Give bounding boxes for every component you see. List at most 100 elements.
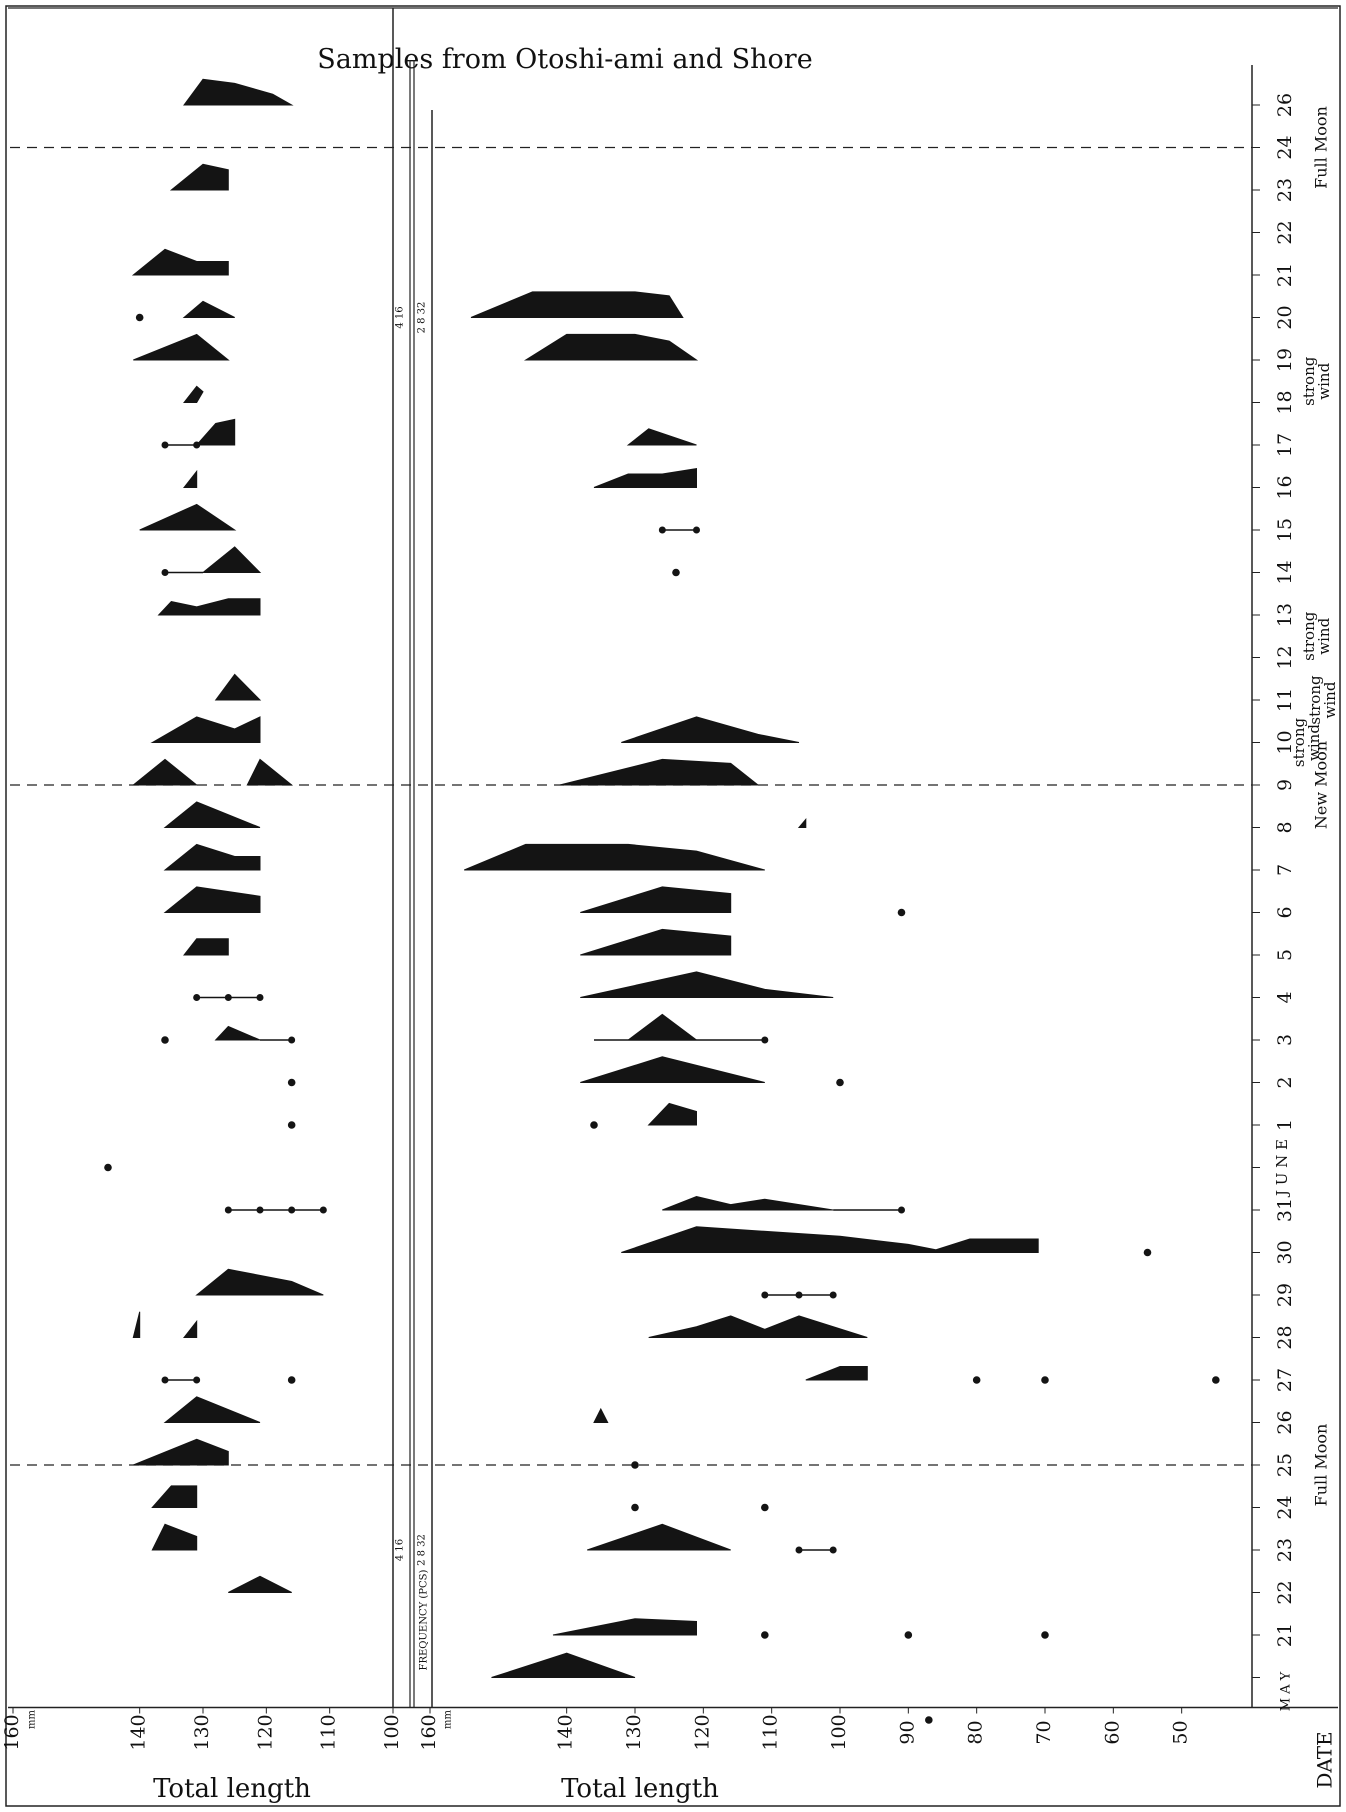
date-label: 21 xyxy=(1274,263,1296,287)
frequency-scale-ticks: 4 16 xyxy=(395,1539,406,1561)
single-specimen-dot xyxy=(590,1121,598,1129)
frequency-scale-ticks: 2 8 32 xyxy=(417,302,428,334)
date-label: 9 xyxy=(1274,779,1296,791)
x-tick-label: 60 xyxy=(1101,1720,1123,1744)
date-axis-label: DATE xyxy=(1313,1731,1337,1788)
month-label-may: M A Y xyxy=(1279,1671,1294,1711)
range-endpoint xyxy=(761,1292,768,1299)
date-label: 21 xyxy=(1274,1623,1296,1647)
date-label: 28 xyxy=(1274,1325,1296,1349)
range-endpoint xyxy=(796,1292,803,1299)
x-tick-label: 110 xyxy=(318,1714,340,1750)
weather-note-line2: wind xyxy=(1315,362,1333,399)
frequency-scale-label: FREQUENCY (PCS) xyxy=(419,1569,430,1670)
date-label: 19 xyxy=(1274,348,1296,372)
weather-note-line2: wind xyxy=(1321,681,1339,718)
date-label: 23 xyxy=(1274,178,1296,202)
frequency-scale-ticks: 2 8 32 xyxy=(417,1534,428,1566)
range-endpoint xyxy=(162,442,169,449)
single-specimen-dot xyxy=(925,1716,933,1724)
range-endpoint xyxy=(257,994,264,1001)
range-endpoint xyxy=(193,442,200,449)
lunar-event-label: Full Moon xyxy=(1312,1424,1331,1507)
date-label: 11 xyxy=(1274,688,1296,712)
single-specimen-dot xyxy=(631,1461,639,1469)
x-tick-label: 140 xyxy=(128,1714,150,1750)
range-endpoint xyxy=(693,527,700,534)
date-label: 8 xyxy=(1274,821,1296,833)
x-tick-label: 100 xyxy=(381,1714,403,1750)
range-endpoint xyxy=(761,1037,768,1044)
range-endpoint xyxy=(830,1547,837,1554)
range-endpoint xyxy=(830,1292,837,1299)
date-label: 3 xyxy=(1274,1034,1296,1046)
date-label: 16 xyxy=(1274,475,1296,499)
weather-note-line2: wind xyxy=(1315,617,1333,654)
x-tick-label: 160 xyxy=(1,1714,23,1750)
single-specimen-dot xyxy=(161,1036,169,1044)
range-endpoint xyxy=(898,1207,905,1214)
single-specimen-dot xyxy=(761,1631,769,1639)
date-label: 14 xyxy=(1274,560,1296,584)
date-label: 20 xyxy=(1274,305,1296,329)
x-tick-label: 100 xyxy=(828,1714,850,1750)
date-label: 24 xyxy=(1274,1495,1296,1519)
weather-note-line2: wind xyxy=(1305,724,1323,761)
x-tick-label: 50 xyxy=(1170,1720,1192,1744)
date-label: 17 xyxy=(1274,433,1296,457)
x-axis-label: Total length xyxy=(153,1774,311,1804)
date-label: 4 xyxy=(1274,991,1296,1003)
lunar-event-label: Full Moon xyxy=(1312,106,1331,189)
date-label: 7 xyxy=(1274,864,1296,876)
range-endpoint xyxy=(225,1207,232,1214)
date-label: 22 xyxy=(1274,1580,1296,1604)
date-label: 12 xyxy=(1274,645,1296,669)
single-specimen-dot xyxy=(672,569,680,577)
date-label: 5 xyxy=(1274,949,1296,961)
range-endpoint xyxy=(162,1377,169,1384)
chart-title: Samples from Otoshi-ami and Shore xyxy=(317,44,812,75)
single-specimen-dot xyxy=(973,1376,981,1384)
x-tick-label: 140 xyxy=(555,1714,577,1750)
single-specimen-dot xyxy=(136,314,144,322)
date-label: 25 xyxy=(1274,1453,1296,1477)
x-tick-label: 130 xyxy=(191,1714,213,1750)
single-specimen-dot xyxy=(1144,1249,1152,1257)
single-specimen-dot xyxy=(288,1376,296,1384)
single-specimen-dot xyxy=(905,1631,913,1639)
x-tick-label: 70 xyxy=(1033,1720,1055,1744)
date-label: 6 xyxy=(1274,906,1296,918)
x-tick-label: 90 xyxy=(896,1720,918,1744)
single-specimen-dot xyxy=(104,1164,112,1172)
x-tick-label: 80 xyxy=(965,1720,987,1744)
single-specimen-dot xyxy=(836,1079,844,1087)
x-tick-label: 120 xyxy=(254,1714,276,1750)
frequency-scale-ticks: 4 16 xyxy=(395,306,406,328)
range-endpoint xyxy=(796,1547,803,1554)
date-label: 23 xyxy=(1274,1538,1296,1562)
date-label: 26 xyxy=(1274,93,1296,117)
x-unit-label: mm xyxy=(443,1710,454,1729)
range-endpoint xyxy=(288,1207,295,1214)
x-tick-label: 120 xyxy=(691,1714,713,1750)
date-label: 22 xyxy=(1274,220,1296,244)
date-label: 24 xyxy=(1274,135,1296,159)
date-label: 27 xyxy=(1274,1368,1296,1392)
date-label: 26 xyxy=(1274,1410,1296,1434)
single-specimen-dot xyxy=(1041,1376,1049,1384)
date-label: 13 xyxy=(1274,603,1296,627)
date-label: 15 xyxy=(1274,518,1296,542)
range-endpoint xyxy=(320,1207,327,1214)
date-label: 30 xyxy=(1274,1240,1296,1264)
single-specimen-dot xyxy=(761,1504,769,1512)
single-specimen-dot xyxy=(631,1504,639,1512)
single-specimen-dot xyxy=(288,1079,296,1087)
x-tick-label: 110 xyxy=(760,1714,782,1750)
date-label: 2 xyxy=(1274,1076,1296,1088)
range-endpoint xyxy=(193,1377,200,1384)
single-specimen-dot xyxy=(1041,1631,1049,1639)
single-specimen-dot xyxy=(898,909,906,917)
month-label-june: J U N E xyxy=(1273,1139,1291,1198)
x-axis-label: Total length xyxy=(561,1774,719,1804)
range-endpoint xyxy=(257,1207,264,1214)
